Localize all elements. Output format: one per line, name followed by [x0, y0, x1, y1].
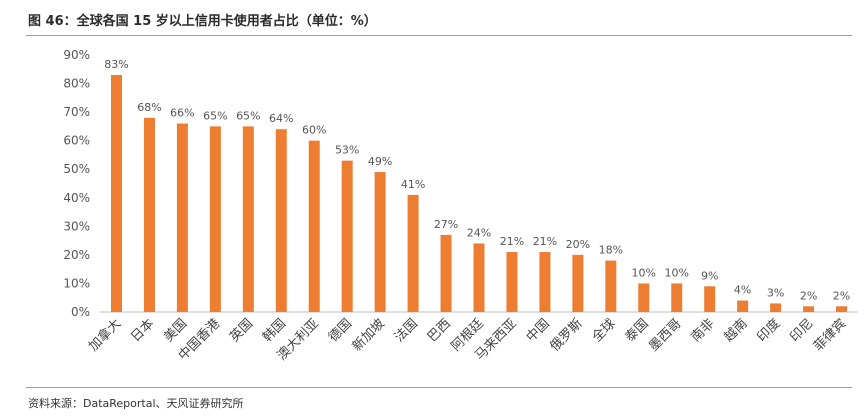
y-tick-label: 80% — [63, 77, 90, 91]
x-category-label: 俄罗斯 — [548, 316, 586, 354]
bar — [374, 172, 386, 312]
x-category-label: 巴西 — [425, 316, 454, 345]
x-category-label: 越南 — [721, 316, 751, 346]
bar — [770, 303, 782, 312]
bar — [176, 123, 188, 313]
x-category-label: 德国 — [326, 316, 355, 345]
data-label: 10% — [665, 266, 689, 279]
bar — [539, 252, 551, 312]
bar — [341, 160, 353, 312]
figure-title: 图 46：全球各国 15 岁以上信用卡使用者占比（单位：%） — [28, 14, 377, 29]
data-label: 3% — [767, 286, 784, 299]
footer-rule — [26, 387, 852, 388]
data-label: 53% — [335, 144, 359, 157]
bar — [308, 140, 320, 312]
data-label: 60% — [302, 124, 326, 137]
bar — [704, 286, 716, 312]
x-category-label: 英国 — [227, 316, 256, 345]
x-category-label: 加拿大 — [85, 316, 124, 355]
x-category-label: 南非 — [688, 316, 718, 346]
data-label: 21% — [500, 235, 524, 248]
data-label: 65% — [236, 109, 260, 122]
bar — [407, 194, 419, 312]
x-category-label: 日本 — [128, 316, 157, 345]
data-label: 68% — [137, 101, 161, 114]
x-category-label: 墨西哥 — [646, 316, 684, 354]
data-label: 2% — [800, 289, 817, 302]
y-tick-label: 50% — [63, 162, 90, 176]
bar — [737, 300, 749, 312]
x-category-label: 全球 — [589, 316, 619, 346]
data-label: 18% — [599, 244, 623, 257]
bar — [209, 126, 221, 312]
bar — [275, 129, 287, 312]
x-category-label: 韩国 — [260, 316, 289, 345]
title-rule — [26, 35, 852, 36]
bar — [506, 252, 518, 312]
bar — [836, 306, 848, 312]
data-label: 49% — [368, 155, 392, 168]
bar — [440, 234, 452, 312]
data-label: 65% — [203, 109, 227, 122]
x-category-label: 新加坡 — [349, 316, 388, 355]
x-category-label: 印尼 — [787, 316, 816, 345]
y-tick-label: 20% — [63, 248, 90, 262]
bar — [473, 243, 485, 312]
x-category-label: 印度 — [754, 316, 784, 346]
bar-chart: 0% 10% 20% 30% 40% 50% 60% 70% 80% 90% 83% 68% 66% 6… — [63, 48, 858, 364]
x-category-label: 中国 — [524, 316, 553, 345]
data-label: 24% — [467, 226, 491, 239]
y-tick-label: 30% — [63, 219, 90, 233]
data-label: 4% — [734, 284, 751, 297]
bar — [605, 260, 617, 312]
data-label: 64% — [269, 112, 293, 125]
bar — [638, 283, 650, 312]
x-category-label: 泰国 — [623, 316, 652, 345]
data-label: 83% — [104, 58, 128, 71]
data-labels: 83% 68% 66% 65% 65% 64% 60% 53% 49% 41% 27% 24% 21% 2… — [104, 58, 850, 302]
x-category-label: 法国 — [392, 316, 421, 345]
bar — [671, 283, 683, 312]
bar — [803, 306, 815, 312]
data-label: 66% — [170, 107, 194, 120]
data-label: 27% — [434, 218, 458, 231]
bar — [143, 117, 155, 312]
bar — [110, 74, 122, 312]
y-tick-label: 10% — [63, 276, 90, 290]
data-label: 2% — [833, 289, 850, 302]
y-tick-label: 70% — [63, 105, 90, 119]
x-category-label: 菲律宾 — [810, 316, 849, 355]
y-tick-label: 0% — [71, 305, 90, 319]
data-label: 21% — [533, 235, 557, 248]
bars — [110, 74, 848, 313]
data-label: 20% — [566, 238, 590, 251]
data-label: 10% — [632, 266, 656, 279]
bar — [572, 254, 584, 312]
y-tick-label: 90% — [63, 48, 90, 62]
source-note: 资料来源：DataReportal、天风证券研究所 — [28, 397, 244, 410]
data-label: 9% — [701, 269, 718, 282]
data-label: 41% — [401, 178, 425, 191]
x-category-label: 美国 — [161, 316, 190, 345]
y-axis: 0% 10% 20% 30% 40% 50% 60% 70% 80% 90% — [63, 48, 90, 319]
y-tick-label: 60% — [63, 134, 90, 148]
y-tick-label: 40% — [63, 191, 90, 205]
bar — [242, 126, 254, 312]
